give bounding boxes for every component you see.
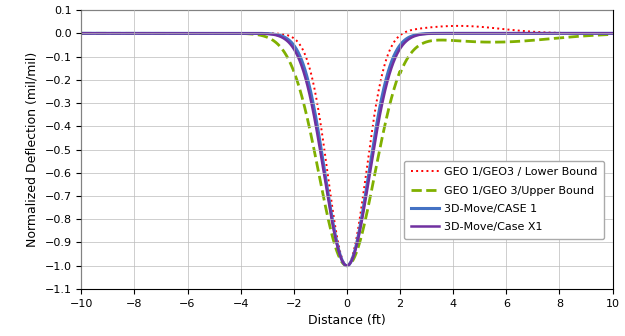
3D-Move/CASE 1 xyxy=(594,31,601,35)
3D-Move/CASE 1 xyxy=(343,264,351,268)
GEO 1/GEO 3/Upper Bound xyxy=(594,33,601,37)
GEO 1/GEO 3/Upper Bound xyxy=(609,32,616,36)
3D-Move/Case X1 xyxy=(78,31,85,35)
Legend: GEO 1/GEO3 / Lower Bound, GEO 1/GEO 3/Upper Bound, 3D-Move/CASE 1, 3D-Move/Case : GEO 1/GEO3 / Lower Bound, GEO 1/GEO 3/Up… xyxy=(404,161,604,239)
Line: 3D-Move/CASE 1: 3D-Move/CASE 1 xyxy=(81,33,612,266)
3D-Move/CASE 1 xyxy=(496,31,504,35)
3D-Move/Case X1 xyxy=(343,264,351,268)
Line: GEO 1/GEO3 / Lower Bound: GEO 1/GEO3 / Lower Bound xyxy=(81,26,612,266)
3D-Move/Case X1 xyxy=(609,31,616,35)
Y-axis label: Normalized Deflection (mil/mil): Normalized Deflection (mil/mil) xyxy=(26,52,39,247)
3D-Move/CASE 1 xyxy=(336,251,343,255)
3D-Move/Case X1 xyxy=(496,31,504,35)
GEO 1/GEO3 / Lower Bound xyxy=(496,27,504,31)
3D-Move/CASE 1 xyxy=(78,31,85,35)
X-axis label: Distance (ft): Distance (ft) xyxy=(308,314,386,327)
3D-Move/Case X1 xyxy=(336,252,343,256)
3D-Move/Case X1 xyxy=(593,31,601,35)
GEO 1/GEO 3/Upper Bound xyxy=(322,205,329,209)
GEO 1/GEO3 / Lower Bound xyxy=(454,24,462,28)
GEO 1/GEO 3/Upper Bound xyxy=(78,31,85,35)
GEO 1/GEO3 / Lower Bound xyxy=(78,31,85,35)
GEO 1/GEO3 / Lower Bound xyxy=(609,31,616,35)
3D-Move/CASE 1 xyxy=(322,175,329,179)
GEO 1/GEO 3/Upper Bound xyxy=(104,31,112,35)
3D-Move/Case X1 xyxy=(322,181,329,185)
Line: GEO 1/GEO 3/Upper Bound: GEO 1/GEO 3/Upper Bound xyxy=(81,33,612,266)
GEO 1/GEO 3/Upper Bound xyxy=(336,256,343,260)
GEO 1/GEO 3/Upper Bound xyxy=(593,33,601,37)
GEO 1/GEO3 / Lower Bound xyxy=(343,264,351,268)
GEO 1/GEO3 / Lower Bound xyxy=(594,31,601,35)
GEO 1/GEO3 / Lower Bound xyxy=(336,247,343,251)
3D-Move/CASE 1 xyxy=(104,31,112,35)
3D-Move/CASE 1 xyxy=(593,31,601,35)
GEO 1/GEO3 / Lower Bound xyxy=(104,31,112,35)
GEO 1/GEO 3/Upper Bound xyxy=(343,264,351,268)
Line: 3D-Move/Case X1: 3D-Move/Case X1 xyxy=(81,33,612,266)
GEO 1/GEO 3/Upper Bound xyxy=(496,40,504,44)
3D-Move/CASE 1 xyxy=(609,31,616,35)
3D-Move/Case X1 xyxy=(104,31,112,35)
3D-Move/Case X1 xyxy=(594,31,601,35)
GEO 1/GEO3 / Lower Bound xyxy=(594,31,601,35)
GEO 1/GEO3 / Lower Bound xyxy=(322,156,329,160)
